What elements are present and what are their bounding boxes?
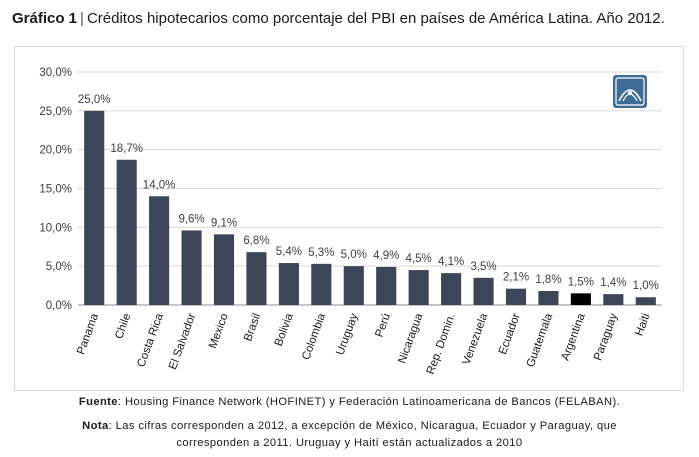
bar-uruguay	[343, 266, 364, 305]
bar-guatemala	[538, 291, 559, 305]
x-tick-label: Panama	[75, 311, 101, 356]
x-tick-label: Perú	[373, 312, 393, 339]
note-line-2: corresponden a 2011. Uruguay y Haití est…	[0, 437, 699, 449]
x-tick-label: Bolivia	[273, 311, 296, 348]
bar-chart: 0,0% 5,0% 10,0% 15,0% 20,0% 25,0% 30,0% 25,0% Pa…	[39, 67, 662, 376]
x-tick-label: El Salvador	[167, 312, 198, 372]
data-label: 14,0%	[143, 179, 176, 191]
y-tick-label: 30,0%	[39, 67, 72, 79]
data-label: 4,5%	[406, 253, 432, 265]
data-label: 5,3%	[308, 247, 334, 259]
bar-chile	[116, 159, 137, 305]
x-tick-label: Costa Rica	[135, 311, 166, 369]
x-tick-label: Uruguay	[334, 312, 360, 357]
x-tick-label: Argentina	[560, 311, 588, 362]
data-label: 5,4%	[276, 246, 302, 258]
bar-haiti	[635, 297, 656, 305]
y-tick-label: 10,0%	[39, 222, 72, 234]
data-label: 5,0%	[341, 249, 367, 261]
data-label: 2,1%	[503, 272, 529, 284]
data-label: 18,7%	[110, 143, 143, 155]
note-text-2: corresponden a 2011. Uruguay y Haití est…	[176, 437, 523, 449]
chart-title-text: Créditos hipotecarios como porcentaje de…	[86, 10, 665, 27]
bar-brasil	[246, 252, 267, 305]
x-tick-label: Rep. Domin.	[425, 312, 458, 376]
y-tick-label: 20,0%	[39, 145, 72, 157]
bar-bolivia	[278, 263, 299, 305]
bar-colombia	[311, 263, 332, 305]
chart-title: Gráfico 1 | Créditos hipotecarios como por…	[12, 10, 665, 27]
bar-mexico	[213, 234, 235, 305]
bar-argentina	[570, 293, 591, 305]
bar-venezuela	[473, 277, 494, 305]
y-tick-label: 5,0%	[46, 261, 72, 273]
data-label: 9,1%	[211, 217, 237, 229]
y-tick-label: 15,0%	[39, 184, 72, 196]
bar-costa-rica	[149, 196, 170, 305]
data-label: 1,8%	[535, 274, 561, 286]
data-label: 1,4%	[600, 277, 626, 289]
data-label: 6,8%	[243, 235, 269, 247]
bar-per-	[376, 266, 397, 305]
bar-ecuador	[505, 288, 527, 305]
x-tick-label: Venezuela	[461, 311, 491, 366]
source-line: Fuente: Housing Finance Network (HOFINET…	[0, 396, 699, 408]
bar-nicaragua	[408, 270, 429, 305]
data-label: 1,5%	[568, 276, 594, 288]
y-tick-label: 25,0%	[39, 106, 72, 118]
note-label: Nota	[82, 420, 109, 432]
data-label: 3,5%	[470, 261, 496, 273]
data-label: 1,0%	[633, 280, 659, 292]
data-label: 4,1%	[438, 256, 464, 268]
x-tick-label: Nicaragua	[396, 311, 425, 365]
bar-el-salvador	[181, 230, 202, 305]
source-label: Fuente	[78, 396, 118, 408]
bar-paraguay	[603, 294, 624, 305]
note-text-1: : Las cifras corresponden a 2012, a exce…	[108, 420, 617, 432]
x-tick-label: Haiti	[633, 312, 652, 338]
bar-panama	[84, 110, 105, 305]
x-tick-label: Brasil	[242, 312, 263, 343]
organization-logo-icon	[613, 75, 647, 108]
source-text: : Housing Finance Network (HOFINET) y Fe…	[117, 396, 621, 408]
x-tick-label: Ecuador	[497, 312, 523, 357]
x-tick-label: Paraguay	[592, 312, 620, 363]
x-tick-label: Mexico	[207, 312, 231, 350]
x-tick-label: Chile	[113, 312, 133, 341]
data-label: 9,6%	[178, 213, 204, 225]
x-tick-label: Colombia	[300, 311, 328, 361]
data-label: 4,9%	[373, 250, 399, 262]
bar-rep-domin-	[441, 273, 462, 305]
data-label: 25,0%	[78, 94, 111, 106]
y-tick-label: 0,0%	[46, 300, 72, 312]
note-line-1: Nota: Las cifras corresponden a 2012, a …	[0, 420, 699, 432]
title-separator: |	[80, 10, 84, 27]
chart-figure-label: Gráfico 1	[12, 10, 78, 27]
x-tick-label: Guatemala	[525, 311, 556, 369]
